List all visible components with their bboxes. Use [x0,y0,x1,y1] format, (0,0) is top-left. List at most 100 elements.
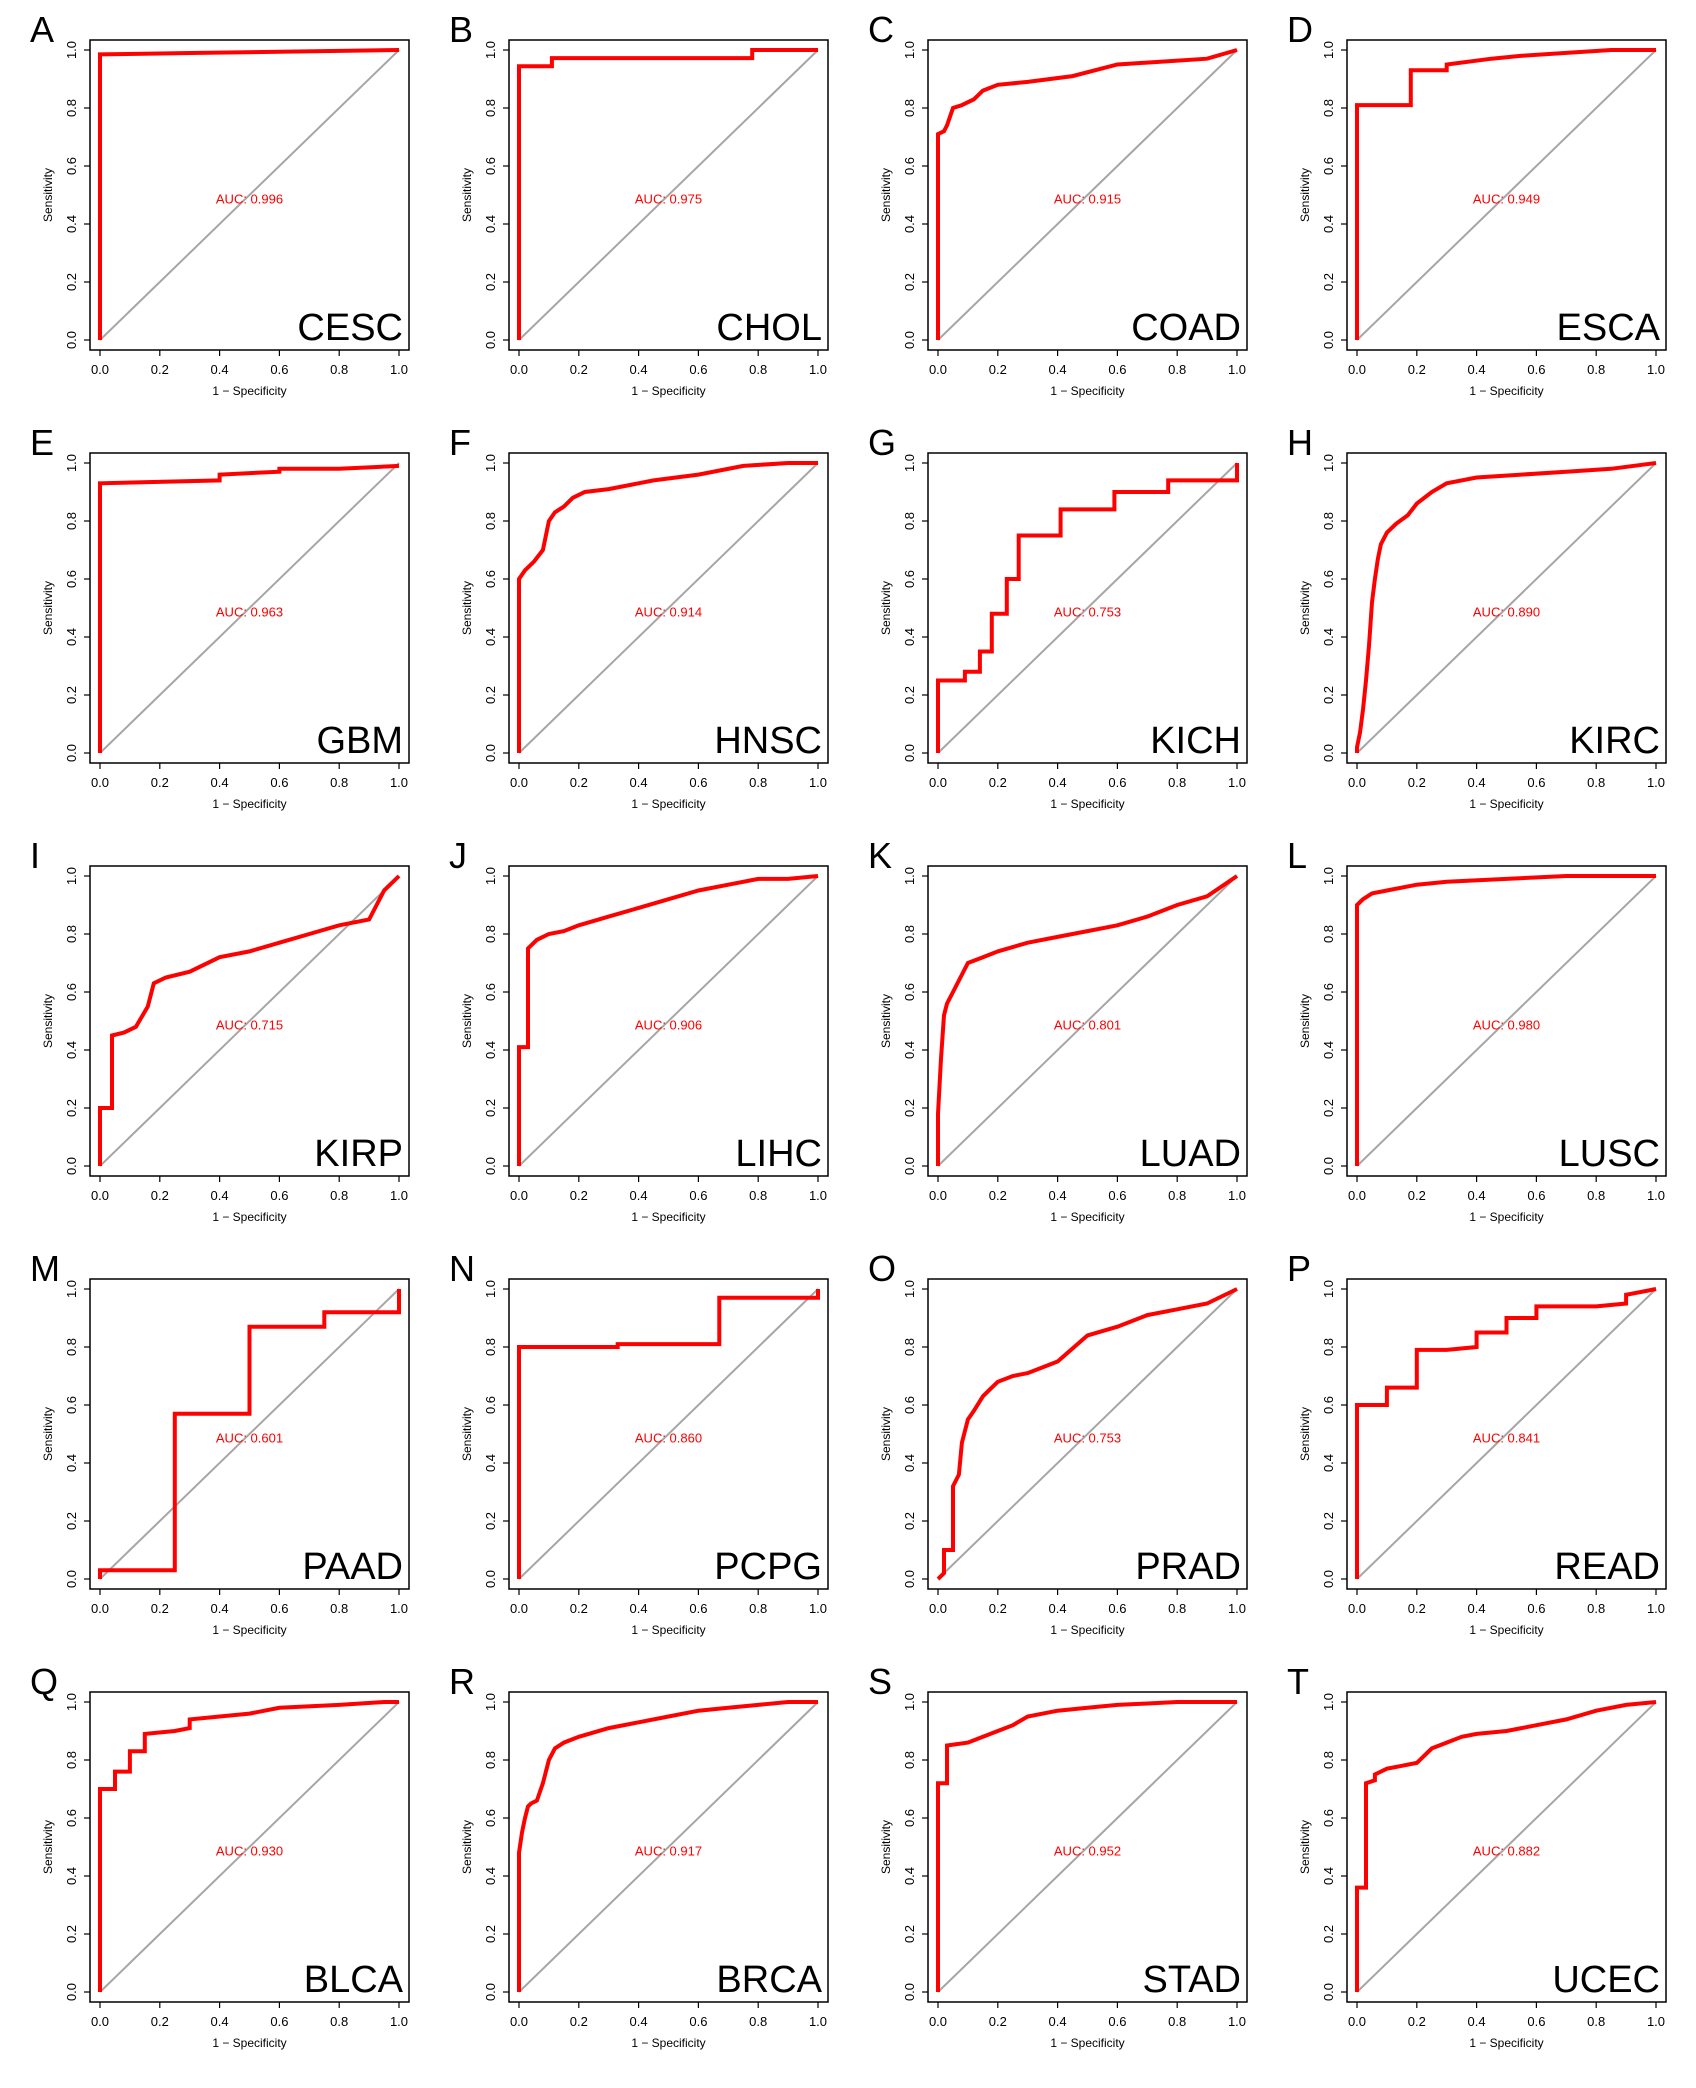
x-tick-label: 0.0 [510,362,528,377]
x-tick-label: 0.4 [211,362,229,377]
y-tick-label: 0.8 [483,1338,498,1356]
roc-panel-g: G 0.0 0.2 0.4 0.6 0.8 1.0 0.0 0.2 0.4 0.6 0.8 1.0 1 −… [868,422,1248,811]
y-axis-label: Sensitivity [460,1820,474,1874]
x-tick-label: 1.0 [390,2014,408,2029]
auc-label: AUC: 0.975 [635,192,702,207]
y-tick-label: 0.8 [483,512,498,530]
x-tick-label: 0.2 [570,362,588,377]
plot-frame [1346,39,1667,351]
y-tick-label: 0.6 [483,570,498,588]
cancer-type-label: KIRC [1569,720,1660,762]
roc-curve [1355,1700,1657,1992]
y-tick-label: 0.2 [902,1099,917,1117]
cancer-type-label: CESC [297,307,403,349]
x-axis-label: 1 − Specificity [631,797,705,811]
x-tick-label: 0.8 [749,2014,767,2029]
roc-panel-f: F 0.0 0.2 0.4 0.6 0.8 1.0 0.0 0.2 0.4 0.6 0.8 1.0 1 −… [449,422,829,811]
x-tick-label: 0.0 [91,1188,109,1203]
x-tick-label: 0.6 [689,775,707,790]
y-tick-label: 1.0 [64,41,79,59]
x-tick-label: 0.8 [1587,1601,1605,1616]
plot-frame [927,452,1248,764]
x-tick-label: 0.2 [570,1601,588,1616]
x-tick-label: 1.0 [1647,775,1665,790]
y-axis-label: Sensitivity [1298,1820,1312,1874]
y-tick-label: 0.0 [1321,1570,1336,1588]
x-tick-label: 0.4 [1049,362,1067,377]
y-tick-label: 0.4 [1321,628,1336,646]
roc-curve [936,874,1239,1166]
x-tick-label: 0.4 [211,1601,229,1616]
plot-frame [1346,1278,1667,1590]
x-tick-label: 0.6 [1527,775,1545,790]
plot-frame [927,1278,1248,1590]
x-tick-label: 0.0 [929,775,947,790]
x-tick-label: 0.4 [630,2014,648,2029]
x-tick-label: 0.4 [1049,775,1067,790]
x-tick-label: 0.4 [1049,1601,1067,1616]
x-axis-label: 1 − Specificity [1050,2036,1124,2050]
y-tick-label: 0.2 [902,1512,917,1530]
y-tick-label: 0.0 [483,1983,498,2001]
roc-panel-m: M 0.0 0.2 0.4 0.6 0.8 1.0 0.0 0.2 0.4 0.6 0.8 1.0 1 −… [30,1248,410,1637]
diagonal-reference-line [937,1701,1238,1993]
x-axis-label: 1 − Specificity [1050,384,1124,398]
roc-panel-c: C 0.0 0.2 0.4 0.6 0.8 1.0 0.0 0.2 0.4 0.6 0.8 1.0 1 −… [868,9,1248,398]
x-tick-label: 0.2 [1408,775,1426,790]
roc-panel-e: E 0.0 0.2 0.4 0.6 0.8 1.0 0.0 0.2 0.4 0.6 0.8 1.0 1 −… [30,422,410,811]
y-tick-label: 0.2 [64,1099,79,1117]
diagonal-reference-line [99,462,400,754]
x-tick-label: 0.2 [989,362,1007,377]
y-tick-label: 0.8 [483,1751,498,1769]
y-tick-label: 1.0 [64,1693,79,1711]
y-axis-label: Sensitivity [41,168,55,222]
x-tick-label: 0.8 [1168,775,1186,790]
x-tick-label: 1.0 [809,1601,827,1616]
diagonal-reference-line [518,1701,819,1993]
x-axis-label: 1 − Specificity [1469,2036,1543,2050]
y-tick-label: 0.2 [64,1512,79,1530]
cancer-type-label: PCPG [714,1546,822,1588]
y-tick-label: 0.8 [902,1338,917,1356]
roc-curve [517,1700,818,1992]
roc-panel-t: T 0.0 0.2 0.4 0.6 0.8 1.0 0.0 0.2 0.4 0.6 0.8 1.0 1 −… [1287,1661,1667,2050]
auc-label: AUC: 0.917 [635,1844,702,1859]
x-tick-label: 0.6 [689,1601,707,1616]
y-tick-label: 0.4 [64,215,79,233]
roc-panel-p: P 0.0 0.2 0.4 0.6 0.8 1.0 0.0 0.2 0.4 0.6 0.8 1.0 1 −… [1287,1248,1667,1637]
x-tick-label: 0.0 [91,362,109,377]
x-tick-label: 0.4 [630,362,648,377]
panel-letter: K [868,835,892,876]
x-tick-label: 0.4 [211,775,229,790]
y-axis-label: Sensitivity [41,1820,55,1874]
y-tick-label: 0.0 [902,331,917,349]
y-tick-label: 0.4 [902,215,917,233]
x-tick-label: 1.0 [809,2014,827,2029]
y-tick-label: 0.0 [64,1570,79,1588]
x-tick-label: 0.0 [1348,2014,1366,2029]
y-tick-label: 0.4 [64,628,79,646]
x-tick-label: 0.2 [1408,1188,1426,1203]
roc-curve [98,1700,399,1992]
y-tick-label: 0.0 [64,331,79,349]
x-tick-label: 0.4 [211,1188,229,1203]
x-tick-label: 0.8 [1168,2014,1186,2029]
diagonal-reference-line [99,49,400,341]
roc-curve [517,48,818,340]
x-tick-label: 0.0 [1348,362,1366,377]
x-axis-label: 1 − Specificity [1050,1210,1124,1224]
panel-letter: R [449,1661,475,1702]
x-tick-label: 0.2 [570,775,588,790]
x-tick-label: 1.0 [809,1188,827,1203]
cancer-type-label: READ [1554,1546,1660,1588]
plot-frame [927,1691,1248,2003]
cancer-type-label: STAD [1142,1959,1241,2001]
x-tick-label: 0.4 [1468,2014,1486,2029]
diagonal-reference-line [937,462,1238,754]
y-axis-label: Sensitivity [1298,581,1312,635]
x-tick-label: 0.6 [1108,1188,1126,1203]
y-tick-label: 0.4 [483,1041,498,1059]
y-tick-label: 0.8 [64,1338,79,1356]
x-tick-label: 0.4 [1468,775,1486,790]
y-tick-label: 0.0 [483,1570,498,1588]
